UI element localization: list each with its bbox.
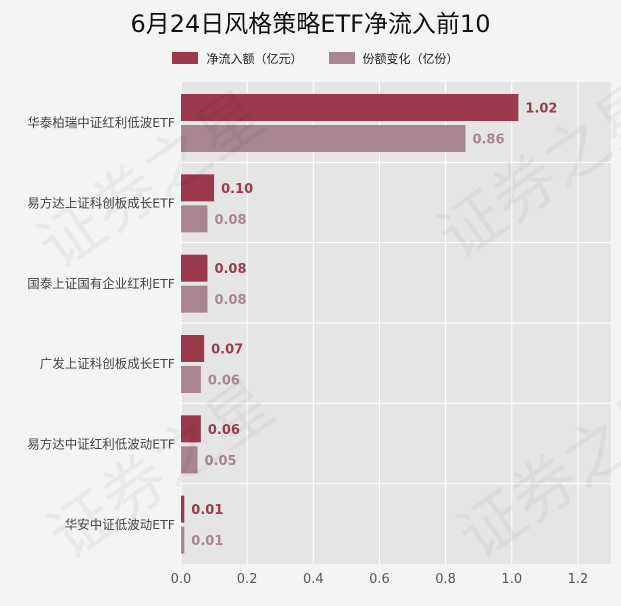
legend-swatch-inflow: [172, 52, 199, 64]
bar-inflow: [181, 495, 185, 523]
x-tick-label: 1.0: [501, 572, 522, 587]
bar-share-change: [181, 125, 466, 152]
y-tick-label: 华泰柏瑞中证红利低波ETF: [27, 115, 175, 130]
legend-label-share-change: 份额变化（亿份）: [362, 51, 459, 66]
legend-swatch-share-change: [328, 52, 355, 64]
data-label-share-change: 0.05: [205, 454, 237, 469]
bar-inflow: [181, 94, 519, 121]
legend-item-inflow: 净流入额（亿元）: [172, 48, 303, 68]
x-tick-label: 0.4: [303, 572, 324, 587]
data-label-share-change: 0.08: [214, 293, 246, 308]
x-tick-label: 0.6: [369, 572, 390, 587]
data-label-inflow: 0.10: [221, 182, 253, 197]
data-label-inflow: 0.01: [191, 503, 223, 518]
data-label-inflow: 0.06: [208, 423, 240, 438]
bar-share-change: [181, 205, 208, 233]
data-label-share-change: 0.06: [208, 374, 240, 389]
bar-inflow: [181, 254, 208, 282]
y-tick-label: 华安中证低波动ETF: [65, 517, 175, 532]
y-tick-label: 国泰上证国有企业红利ETF: [27, 276, 175, 291]
bar-share-change: [181, 446, 198, 474]
data-label-share-change: 0.01: [191, 534, 223, 549]
y-tick-label: 易方达中证红利低波动ETF: [27, 437, 175, 452]
bar-inflow: [181, 174, 215, 202]
y-tick-label: 易方达上证科创板成长ETF: [27, 196, 175, 211]
bar-share-change: [181, 526, 185, 554]
data-label-share-change: 0.08: [214, 213, 246, 228]
bar-inflow: [181, 415, 201, 443]
x-tick-label: 1.2: [568, 572, 589, 587]
bar-share-change: [181, 366, 201, 393]
x-tick-label: 0.0: [171, 572, 192, 587]
data-label-inflow: 0.07: [211, 343, 243, 358]
bar-inflow: [181, 335, 205, 362]
data-label-share-change: 0.86: [472, 133, 504, 148]
bar-share-change: [181, 285, 208, 313]
legend: 净流入额（亿元） 份额变化（亿份）: [0, 48, 621, 68]
legend-item-share-change: 份额变化（亿份）: [328, 48, 459, 68]
legend-label-inflow: 净流入额（亿元）: [206, 51, 303, 66]
x-tick-label: 0.2: [237, 572, 258, 587]
x-tick-label: 0.8: [435, 572, 456, 587]
chart-title: 6月24日风格策略ETF净流入前10: [130, 10, 491, 38]
data-label-inflow: 1.02: [525, 102, 557, 117]
data-label-inflow: 0.08: [214, 262, 246, 277]
y-tick-label: 广发上证科创板成长ETF: [40, 356, 175, 371]
